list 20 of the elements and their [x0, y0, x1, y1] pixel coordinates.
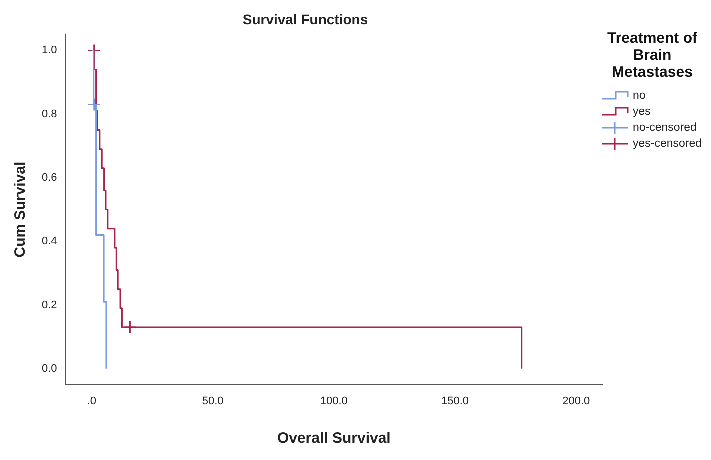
x-tick-label: 50.0	[202, 395, 224, 408]
x-axis-title: Overall Survival	[277, 430, 391, 448]
legend-label: no	[632, 89, 647, 104]
legend-label: yes	[632, 105, 652, 120]
y-tick-label: 0.4	[42, 236, 58, 248]
y-tick-label: 0.8	[42, 108, 58, 120]
legend-label: no-censored	[632, 121, 698, 136]
y-tick-label: 0.6	[42, 172, 58, 184]
chart-title: Survival Functions	[242, 11, 368, 28]
y-tick-label: 1.0	[42, 44, 58, 57]
y-tick-label: 0.0	[42, 362, 58, 375]
legend-label: yes-censored	[632, 137, 704, 152]
y-tick-label: 0.2	[42, 299, 58, 312]
x-tick-label: 150.0	[441, 395, 470, 408]
x-tick-label: 100.0	[320, 395, 348, 408]
x-tick-label: 200.0	[562, 395, 590, 408]
point	[88, 98, 102, 112]
y-axis-title: Cum Survival	[12, 162, 30, 258]
x-tick-label: .0	[87, 395, 97, 408]
legend-title: Treatment of Brain Metastases	[606, 30, 698, 81]
